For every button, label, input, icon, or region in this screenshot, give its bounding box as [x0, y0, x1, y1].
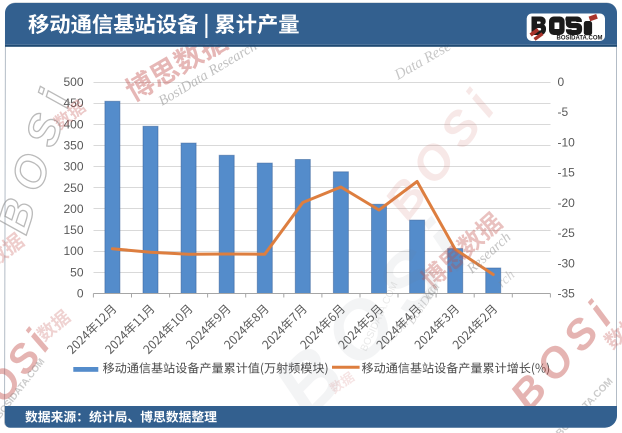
svg-text:BOSi: BOSi	[501, 287, 622, 419]
svg-text:-30: -30	[558, 256, 576, 270]
svg-text:BOSi: BOSi	[375, 75, 511, 228]
svg-text:300: 300	[63, 160, 83, 174]
svg-text:-25: -25	[558, 226, 576, 240]
svg-text:-10: -10	[558, 135, 576, 149]
svg-text:150: 150	[63, 223, 83, 237]
svg-text:BOSIDATA.COM: BOSIDATA.COM	[557, 35, 603, 42]
svg-text:-35: -35	[558, 287, 576, 301]
svg-text:500: 500	[63, 75, 83, 89]
svg-text:100: 100	[63, 244, 83, 258]
svg-text:-15: -15	[558, 166, 576, 180]
svg-text:0: 0	[77, 287, 84, 301]
svg-text:350: 350	[63, 138, 83, 152]
svg-text:200: 200	[63, 202, 83, 216]
svg-text:250: 250	[63, 181, 83, 195]
svg-text:-5: -5	[558, 105, 569, 119]
svg-text:50: 50	[70, 265, 84, 279]
svg-text:0: 0	[558, 75, 565, 89]
svg-text:-20: -20	[558, 196, 576, 210]
